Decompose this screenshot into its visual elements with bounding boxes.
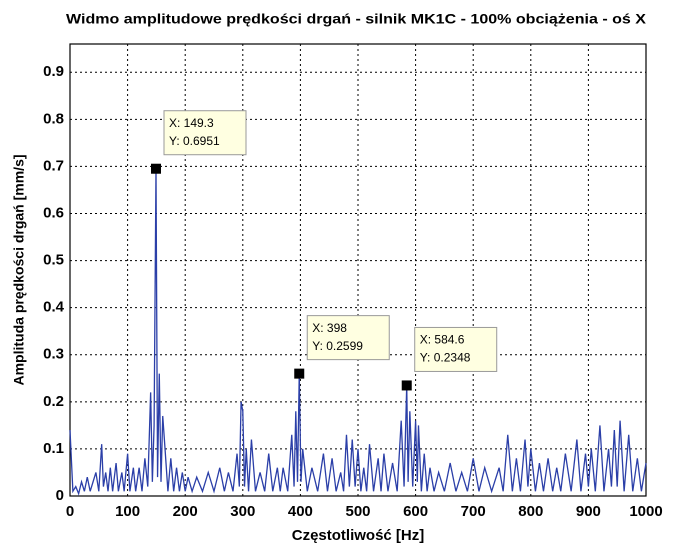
- x-tick-label: 200: [173, 503, 198, 520]
- y-tick-label: 0.4: [43, 299, 65, 316]
- spectrum-line: [69, 168, 647, 496]
- datatip-marker: [294, 368, 305, 379]
- datatip-marker: [401, 380, 412, 391]
- chart-title: Widmo amplitudowe prędkości drgań - siln…: [66, 11, 647, 27]
- y-axis-label: Amplituda prędkości drgań [mm/s]: [11, 154, 27, 385]
- y-tick-label: 0.3: [43, 346, 64, 363]
- y-tick-label: 0.1: [43, 440, 64, 457]
- datatip-x: X: 149.3: [169, 116, 214, 130]
- y-tick-label: 0.2: [43, 393, 64, 410]
- datatip-box: [414, 326, 498, 372]
- x-tick-label: 100: [115, 503, 140, 520]
- x-tick-label: 500: [345, 503, 370, 520]
- y-tick-label: 0.5: [43, 252, 64, 269]
- x-tick-label: 1000: [629, 503, 662, 520]
- y-tick-label: 0.8: [43, 110, 64, 127]
- x-tick-label: 900: [576, 503, 601, 520]
- x-tick-label: 700: [461, 503, 486, 520]
- plot-border: [69, 43, 647, 497]
- y-tick-label: 0.6: [43, 204, 64, 221]
- datatip-y: Y: 0.2348: [420, 351, 471, 365]
- datatip-y: Y: 0.2599: [312, 339, 363, 353]
- datatip-x: X: 584.6: [420, 333, 465, 347]
- x-tick-label: 300: [230, 503, 255, 520]
- x-tick-label: 800: [518, 503, 543, 520]
- datatip-y: Y: 0.6951: [169, 134, 220, 148]
- datatip-x: X: 398: [312, 321, 347, 335]
- datatip-marker: [150, 163, 161, 174]
- y-tick-label: 0.9: [43, 63, 64, 80]
- datatip-box: [163, 110, 247, 156]
- datatip-box: [306, 315, 390, 361]
- x-tick-label: 0: [66, 503, 74, 520]
- x-tick-label: 400: [288, 503, 313, 520]
- x-tick-label: 600: [403, 503, 428, 520]
- y-tick-label: 0: [56, 487, 64, 504]
- y-tick-label: 0.7: [43, 157, 64, 174]
- x-axis-label: Częstotliwość [Hz]: [292, 527, 425, 544]
